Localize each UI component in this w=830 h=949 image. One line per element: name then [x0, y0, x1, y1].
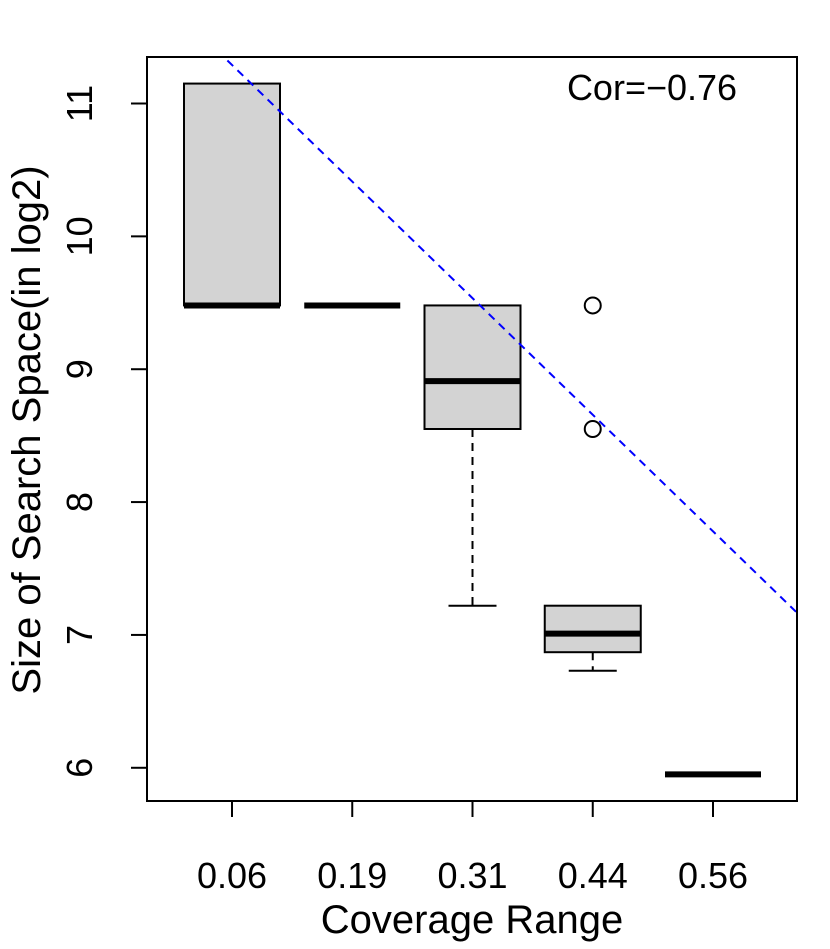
box-group-0_06 [183, 82, 281, 309]
outlier-point [583, 420, 602, 438]
y-tick-label: 10 [59, 216, 100, 256]
x-tick-label: 0.06 [197, 855, 267, 896]
outlier-point [583, 296, 602, 315]
x-tick-label: 0.31 [437, 855, 507, 896]
y-tick-label: 9 [59, 359, 100, 379]
plot-frame [146, 56, 798, 802]
box-group-0_31 [423, 304, 522, 607]
box [543, 604, 642, 654]
y-tick-label: 6 [59, 758, 100, 778]
x-tick-label: 0.19 [317, 855, 387, 896]
y-tick-label: 8 [59, 492, 100, 512]
box-group-0_44 [543, 296, 642, 672]
y-axis-title: Size of Search Space(in log2) [5, 165, 49, 694]
x-axis-title: Coverage Range [321, 898, 623, 942]
correlation-annotation: Cor=−0.76 [567, 67, 737, 108]
box [423, 304, 522, 431]
x-tick-label: 0.56 [678, 855, 748, 896]
y-tick-label: 7 [59, 625, 100, 645]
y-tick-label: 11 [59, 85, 100, 122]
x-tick-label: 0.44 [558, 855, 628, 896]
trend-line [222, 57, 797, 614]
box [183, 82, 281, 307]
